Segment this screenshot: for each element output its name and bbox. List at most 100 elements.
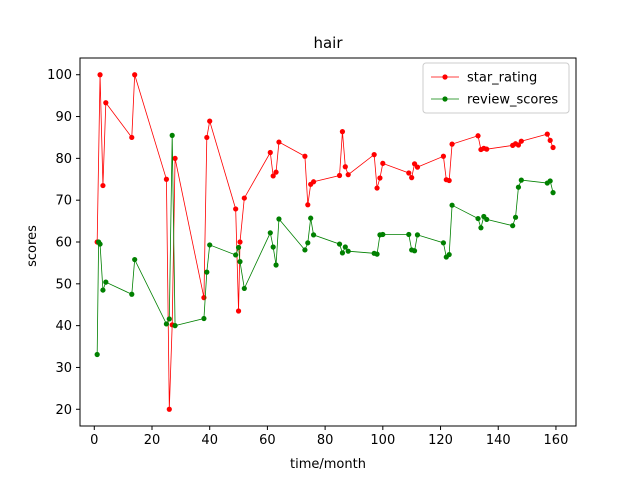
chart-title: hair — [313, 34, 343, 52]
data-point-star_rating — [166, 406, 172, 412]
y-tick-label: 30 — [55, 361, 72, 376]
data-point-review_scores — [163, 321, 170, 327]
data-point-review_scores — [305, 240, 311, 246]
data-point-review_scores — [547, 178, 553, 184]
data-point-review_scores — [276, 216, 282, 222]
data-point-star_rating — [414, 164, 421, 170]
y-tick-label: 100 — [47, 68, 72, 83]
data-point-star_rating — [518, 138, 524, 144]
y-tick-label: 20 — [55, 403, 72, 418]
x-tick-label: 20 — [144, 433, 161, 448]
data-point-review_scores — [172, 323, 178, 329]
x-tick-label: 60 — [259, 433, 276, 448]
y-tick-label: 70 — [55, 194, 72, 209]
data-point-review_scores — [267, 230, 273, 236]
data-point-review_scores — [374, 251, 380, 257]
data-point-star_rating — [310, 179, 317, 185]
data-point-star_rating — [446, 177, 452, 184]
data-point-star_rating — [97, 72, 103, 78]
data-point-star_rating — [374, 185, 380, 191]
x-tick-label: 100 — [370, 433, 395, 448]
y-tick-label: 40 — [55, 319, 72, 334]
legend-marker-star_rating — [442, 74, 448, 80]
data-point-review_scores — [97, 241, 103, 247]
data-point-star_rating — [339, 129, 346, 135]
x-tick-label: 120 — [428, 433, 453, 448]
data-point-star_rating — [406, 170, 412, 176]
legend-label-review_scores: review_scores — [467, 93, 558, 108]
y-tick-label: 60 — [55, 236, 72, 251]
data-point-review_scores — [339, 250, 346, 256]
data-point-star_rating — [484, 146, 490, 152]
x-tick-label: 80 — [317, 433, 334, 448]
data-point-star_rating — [267, 149, 273, 156]
x-axis: 0 20 40 60 80 100 120 140 160 — [90, 426, 568, 448]
legend-marker-review_scores — [442, 96, 448, 102]
data-point-star_rating — [345, 172, 351, 178]
y-axis: 20 30 40 50 60 70 80 90 100 — [47, 68, 80, 418]
data-point-review_scores — [345, 248, 351, 254]
data-point-review_scores — [449, 202, 455, 208]
x-tick-label: 40 — [201, 433, 218, 448]
data-point-star_rating — [201, 295, 207, 301]
data-point-review_scores — [270, 244, 276, 250]
data-point-star_rating — [204, 134, 210, 141]
data-point-review_scores — [132, 256, 138, 263]
data-point-review_scores — [237, 259, 243, 265]
data-point-star_rating — [163, 176, 170, 182]
y-axis-title: scores — [25, 225, 40, 267]
data-point-review_scores — [380, 231, 386, 238]
data-point-star_rating — [449, 141, 455, 147]
data-point-star_rating — [237, 239, 243, 245]
data-point-review_scores — [129, 291, 135, 297]
data-point-star_rating — [342, 164, 348, 170]
data-point-star_rating — [207, 118, 213, 124]
data-point-star_rating — [276, 139, 282, 145]
data-point-star_rating — [380, 160, 386, 166]
data-point-review_scores — [302, 247, 308, 253]
data-point-review_scores — [241, 285, 247, 292]
data-point-review_scores — [310, 232, 317, 238]
data-point-star_rating — [409, 175, 415, 181]
legend-box — [422, 62, 570, 114]
data-point-review_scores — [515, 184, 522, 190]
data-point-star_rating — [129, 134, 135, 141]
data-point-star_rating — [550, 144, 556, 151]
data-point-review_scores — [342, 244, 348, 250]
data-point-review_scores — [201, 315, 207, 322]
data-point-review_scores — [478, 225, 484, 231]
data-point-star_rating — [172, 155, 178, 161]
data-point-review_scores — [411, 248, 418, 254]
data-point-review_scores — [446, 251, 452, 258]
data-point-review_scores — [169, 132, 175, 138]
data-point-star_rating — [270, 173, 276, 179]
data-point-review_scores — [414, 232, 421, 238]
data-point-review_scores — [100, 287, 106, 293]
data-point-star_rating — [100, 182, 106, 189]
data-point-review_scores — [233, 252, 239, 258]
legend-label-star_rating: star_rating — [467, 71, 537, 86]
data-point-review_scores — [166, 316, 172, 322]
data-point-review_scores — [273, 262, 279, 268]
data-point-review_scores — [235, 244, 242, 251]
data-point-review_scores — [512, 214, 519, 220]
data-point-review_scores — [440, 240, 447, 246]
x-tick-label: 140 — [486, 433, 511, 448]
y-tick-label: 80 — [55, 152, 72, 167]
data-point-star_rating — [336, 172, 343, 179]
data-point-review_scores — [103, 279, 109, 285]
series-line-star_rating — [96, 74, 554, 410]
data-point-star_rating — [103, 100, 109, 106]
data-point-review_scores — [336, 241, 343, 247]
data-point-review_scores — [308, 215, 314, 221]
data-point-review_scores — [406, 231, 412, 238]
x-axis-title: time/month — [290, 457, 366, 472]
data-point-review_scores — [510, 223, 516, 229]
data-point-star_rating — [440, 153, 447, 159]
data-point-star_rating — [377, 175, 383, 181]
x-tick-label: 160 — [544, 433, 569, 448]
data-point-star_rating — [475, 133, 481, 139]
series-layer — [94, 72, 556, 412]
data-point-star_rating — [544, 131, 550, 137]
